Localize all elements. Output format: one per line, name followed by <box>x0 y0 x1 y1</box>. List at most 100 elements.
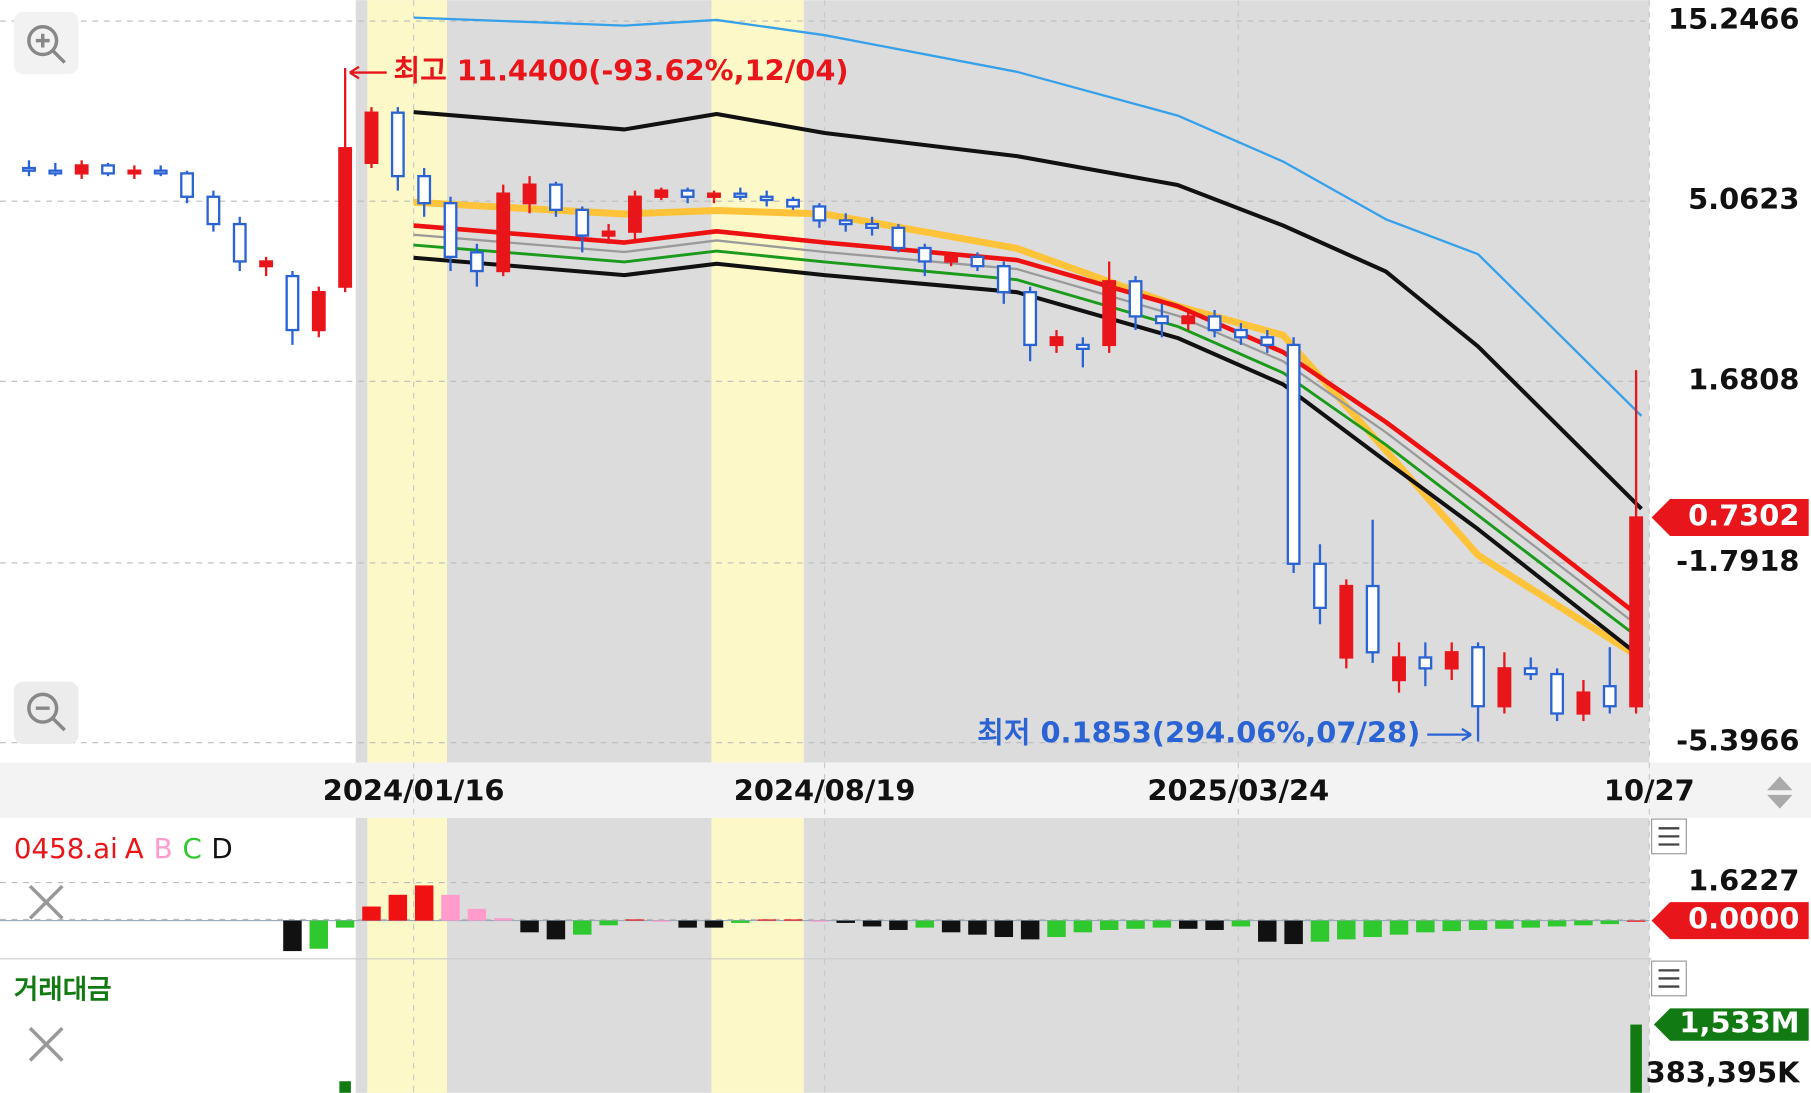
close-indicator[interactable] <box>28 884 64 920</box>
legend-entry: D <box>211 832 232 865</box>
y-tick-label: 1.6808 <box>1688 362 1799 396</box>
candle-body <box>1154 315 1169 325</box>
shade <box>355 0 1650 1093</box>
histogram-bar <box>968 920 987 935</box>
volume-label: 1,533M <box>1679 1006 1799 1040</box>
volume-title: 거래대금 <box>14 975 112 1006</box>
histogram-bar <box>1310 920 1330 942</box>
candle-body <box>1418 656 1433 670</box>
histogram-bar <box>836 920 855 923</box>
candle-body <box>522 183 537 205</box>
histogram-bar <box>599 920 618 926</box>
candle-body <box>1286 343 1301 565</box>
annotation-arrow <box>349 65 387 80</box>
candle-body <box>944 255 959 263</box>
candle-body <box>1049 336 1064 347</box>
histogram-bar <box>467 908 487 921</box>
histogram-bar <box>1205 920 1224 930</box>
value-tag <box>1651 902 1809 940</box>
candle-body <box>1181 315 1196 325</box>
candle-body <box>1523 667 1538 676</box>
candle-body <box>390 111 405 178</box>
candle-body <box>1444 651 1459 670</box>
candle-body <box>575 208 590 237</box>
volume-menu[interactable] <box>1651 960 1687 997</box>
candle-body <box>1365 584 1380 654</box>
zoom-in[interactable] <box>13 11 79 75</box>
candle-body <box>1023 291 1038 347</box>
histogram-bar <box>704 920 724 928</box>
ma-line <box>413 243 1643 642</box>
close-volume[interactable] <box>28 1026 64 1062</box>
candle-body <box>259 260 274 268</box>
candle-body <box>1576 691 1591 715</box>
icon[interactable] <box>28 884 64 920</box>
histogram-bar <box>862 920 882 927</box>
histogram-bar <box>520 920 539 933</box>
histogram-bar <box>1231 920 1251 927</box>
y-tick-label: -5.3966 <box>1676 724 1799 758</box>
zoom-in-bg[interactable] <box>13 11 79 75</box>
candle-body <box>759 195 774 202</box>
candle-body <box>417 174 432 205</box>
candle-body <box>601 230 616 237</box>
histogram-bar <box>1495 920 1514 929</box>
candle-body <box>891 226 906 250</box>
histogram-bar <box>915 920 935 928</box>
candle-body <box>654 189 669 198</box>
candle-body <box>469 251 484 273</box>
legend-entry: B <box>154 832 173 865</box>
candle-body <box>1260 336 1275 347</box>
y-tick-label: -1.7918 <box>1676 544 1799 578</box>
histogram-bar <box>335 920 355 928</box>
candle-body <box>206 195 221 226</box>
candle-body <box>48 169 63 175</box>
icon <box>1658 827 1680 846</box>
histogram-bar <box>889 920 908 930</box>
ma-line <box>413 198 1644 662</box>
histogram-bar <box>1416 920 1435 933</box>
histogram-bar <box>493 918 513 921</box>
current-price: 0.7302 <box>1688 498 1799 532</box>
histogram-bar <box>1521 920 1540 928</box>
current-indicator: 0.0000 <box>1688 902 1799 936</box>
legend-entry: C <box>182 832 201 865</box>
ma-line <box>413 255 1643 660</box>
indicator-title: 0458.ai <box>14 832 118 865</box>
date-strip <box>0 762 1811 818</box>
histogram-bar <box>1363 920 1382 938</box>
icon[interactable] <box>1767 776 1793 809</box>
icon[interactable] <box>28 1026 64 1062</box>
ma-line <box>413 223 1643 620</box>
candle-body <box>1102 280 1117 347</box>
candle-body <box>127 169 142 175</box>
histogram-bar <box>1442 920 1461 932</box>
price-tag <box>1651 499 1809 536</box>
candle-body <box>180 172 194 198</box>
candle-body <box>812 205 827 222</box>
zoom-out[interactable] <box>13 681 79 745</box>
candle-body <box>443 202 458 259</box>
histogram-bar <box>1126 920 1145 929</box>
histogram-bar <box>414 885 434 921</box>
histogram-bar <box>941 920 961 933</box>
volume-bar <box>1630 1024 1642 1093</box>
histogram-bar <box>1600 920 1620 925</box>
x-tick-label: 2024/01/16 <box>323 774 505 808</box>
candle-body <box>628 195 642 233</box>
histogram-bar <box>1389 920 1409 935</box>
indicator-menu[interactable] <box>1651 818 1687 855</box>
candle-body <box>707 192 721 198</box>
candle-body <box>548 183 563 212</box>
histogram-bar <box>1258 920 1277 942</box>
histogram-bar <box>1574 920 1593 926</box>
candle-body <box>74 164 89 175</box>
histogram-bar <box>757 919 776 921</box>
candle-body <box>733 192 748 198</box>
candle-body <box>1339 584 1354 659</box>
zoom-out-bg[interactable] <box>13 681 79 745</box>
candle-body <box>1207 315 1222 332</box>
x-tick-label: 10/27 <box>1604 774 1695 808</box>
scroll-arrows[interactable] <box>1767 776 1793 809</box>
